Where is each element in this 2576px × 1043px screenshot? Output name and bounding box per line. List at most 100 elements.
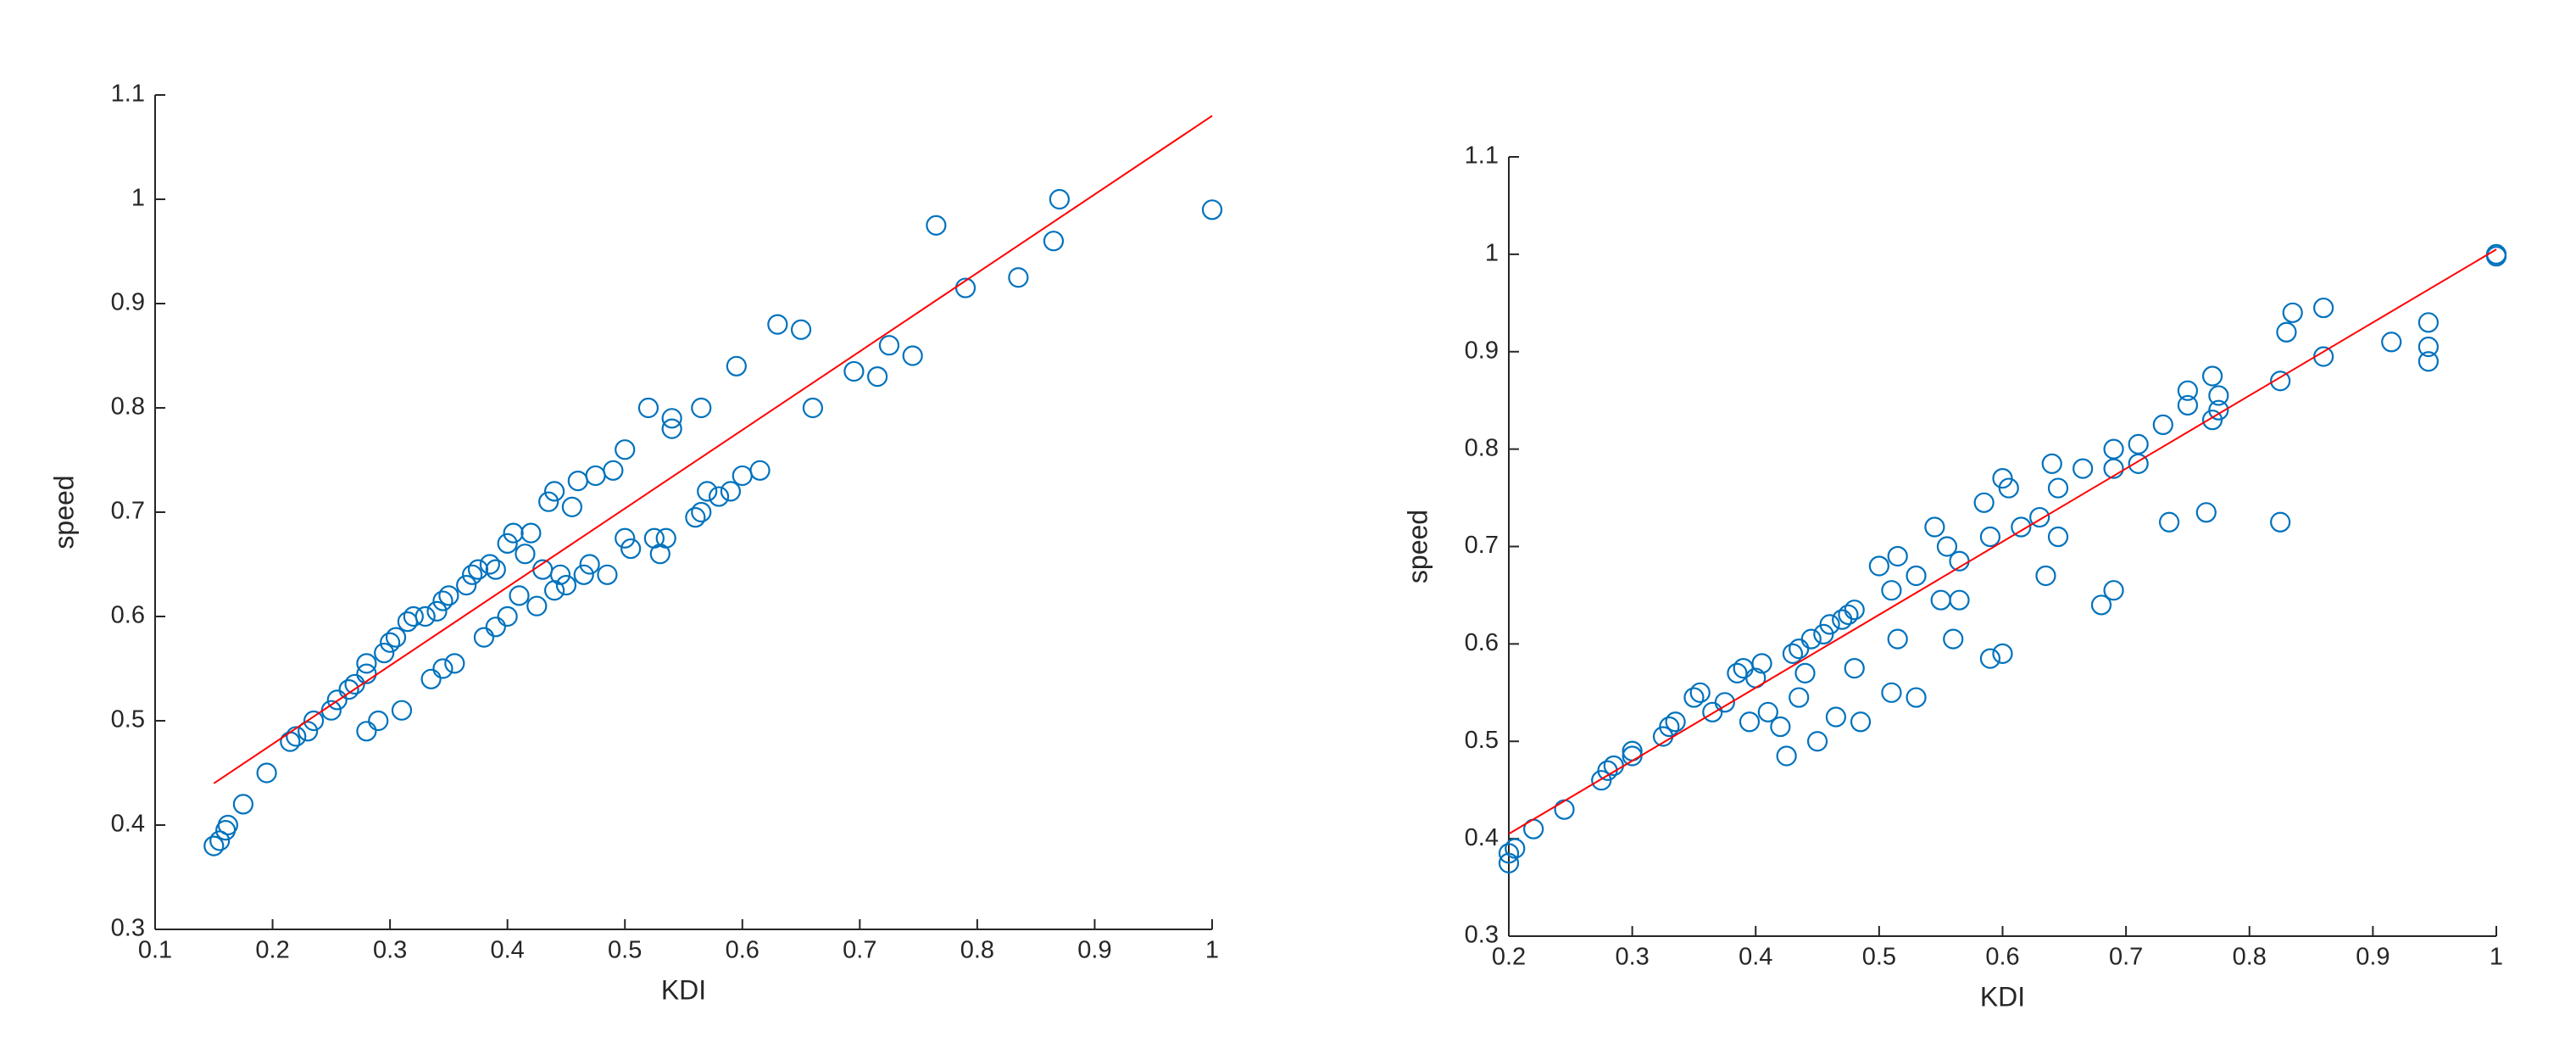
point	[1776, 745, 1797, 767]
x-axis-label: KDI	[1980, 981, 2025, 1012]
point	[1936, 536, 1958, 557]
x-tick-label: 1	[2490, 944, 2503, 971]
point	[2072, 458, 2094, 479]
x-tick-label: 0.8	[2233, 944, 2267, 971]
point	[2128, 433, 2149, 455]
y-tick-label: 0.4	[1465, 824, 1499, 851]
point	[2417, 336, 2440, 358]
point	[1739, 711, 1761, 733]
point	[485, 616, 506, 638]
point	[426, 600, 448, 622]
y-tick-label: 0.6	[1465, 629, 1499, 656]
point	[2047, 526, 2069, 548]
point	[1008, 267, 1029, 288]
point	[2152, 414, 2173, 436]
point	[1665, 711, 1686, 733]
point	[2208, 385, 2229, 406]
point	[790, 319, 812, 340]
point	[1949, 589, 1970, 611]
point	[520, 522, 542, 544]
point	[1979, 648, 2001, 669]
point	[1906, 565, 1927, 587]
point	[232, 794, 254, 815]
point	[1819, 614, 1840, 635]
point	[456, 574, 477, 596]
x-tick-label: 0.1	[138, 937, 172, 964]
point	[1622, 745, 1643, 767]
point	[515, 544, 536, 565]
point	[2177, 380, 2199, 401]
point	[585, 465, 606, 487]
point	[1498, 852, 1520, 873]
point	[1554, 799, 1575, 820]
y-tick-label: 0.5	[1465, 727, 1499, 754]
point	[1930, 589, 1951, 611]
point	[509, 585, 530, 606]
y-tick-label: 0.9	[1465, 337, 1499, 364]
point	[1727, 662, 1748, 683]
point	[344, 673, 365, 695]
point	[2011, 516, 2032, 538]
point	[2128, 453, 2149, 474]
point	[655, 527, 676, 549]
point	[414, 605, 436, 627]
point	[926, 215, 947, 236]
point	[1201, 199, 1223, 220]
x-tick-label: 0.7	[843, 937, 876, 964]
x-axis-label: KDI	[661, 974, 706, 1005]
point	[1943, 628, 1964, 650]
x-tick-label: 1	[1205, 937, 1219, 964]
point	[497, 533, 518, 555]
point	[2041, 453, 2062, 474]
point	[2208, 399, 2229, 421]
point	[615, 439, 636, 460]
point	[2090, 594, 2112, 616]
point	[1881, 682, 1902, 703]
point	[691, 397, 712, 419]
point	[1979, 526, 2001, 548]
point	[726, 355, 747, 376]
y-tick-label: 0.7	[111, 498, 145, 525]
y-tick-label: 1.1	[1465, 142, 1499, 170]
point	[708, 486, 730, 507]
point	[1043, 231, 1065, 252]
point	[1782, 643, 1804, 664]
point	[1789, 639, 1810, 660]
point	[2103, 458, 2124, 479]
point	[1498, 843, 1520, 864]
x-tick-label: 0.4	[1739, 944, 1772, 971]
point	[573, 564, 594, 585]
x-tick-label: 0.2	[255, 937, 289, 964]
y-tick-label: 0.3	[111, 915, 145, 942]
point	[1702, 701, 1723, 722]
point	[2201, 365, 2223, 387]
point	[485, 559, 506, 580]
point	[420, 668, 442, 689]
y-tick-label: 0.3	[1465, 922, 1499, 949]
y-axis-label: speed	[1402, 510, 1433, 583]
point	[2270, 371, 2291, 392]
point	[732, 465, 753, 487]
point	[497, 605, 518, 627]
point	[1714, 692, 1735, 713]
point	[526, 595, 548, 616]
point	[697, 481, 718, 502]
point	[391, 700, 413, 721]
point	[1844, 657, 1865, 679]
y-tick-label: 0.5	[111, 706, 145, 733]
point	[555, 574, 577, 596]
point	[691, 501, 712, 523]
fit-line	[213, 114, 1213, 784]
point	[902, 345, 923, 366]
x-tick-label: 0.3	[373, 937, 407, 964]
point	[1998, 477, 2019, 499]
x-tick-label: 0.4	[491, 937, 525, 964]
point	[567, 470, 588, 492]
point	[2417, 351, 2440, 372]
point	[1683, 687, 1705, 708]
point	[620, 538, 642, 560]
point	[867, 366, 888, 388]
x-tick-label: 0.9	[1077, 937, 1111, 964]
point	[473, 627, 495, 648]
point	[1992, 643, 2013, 664]
